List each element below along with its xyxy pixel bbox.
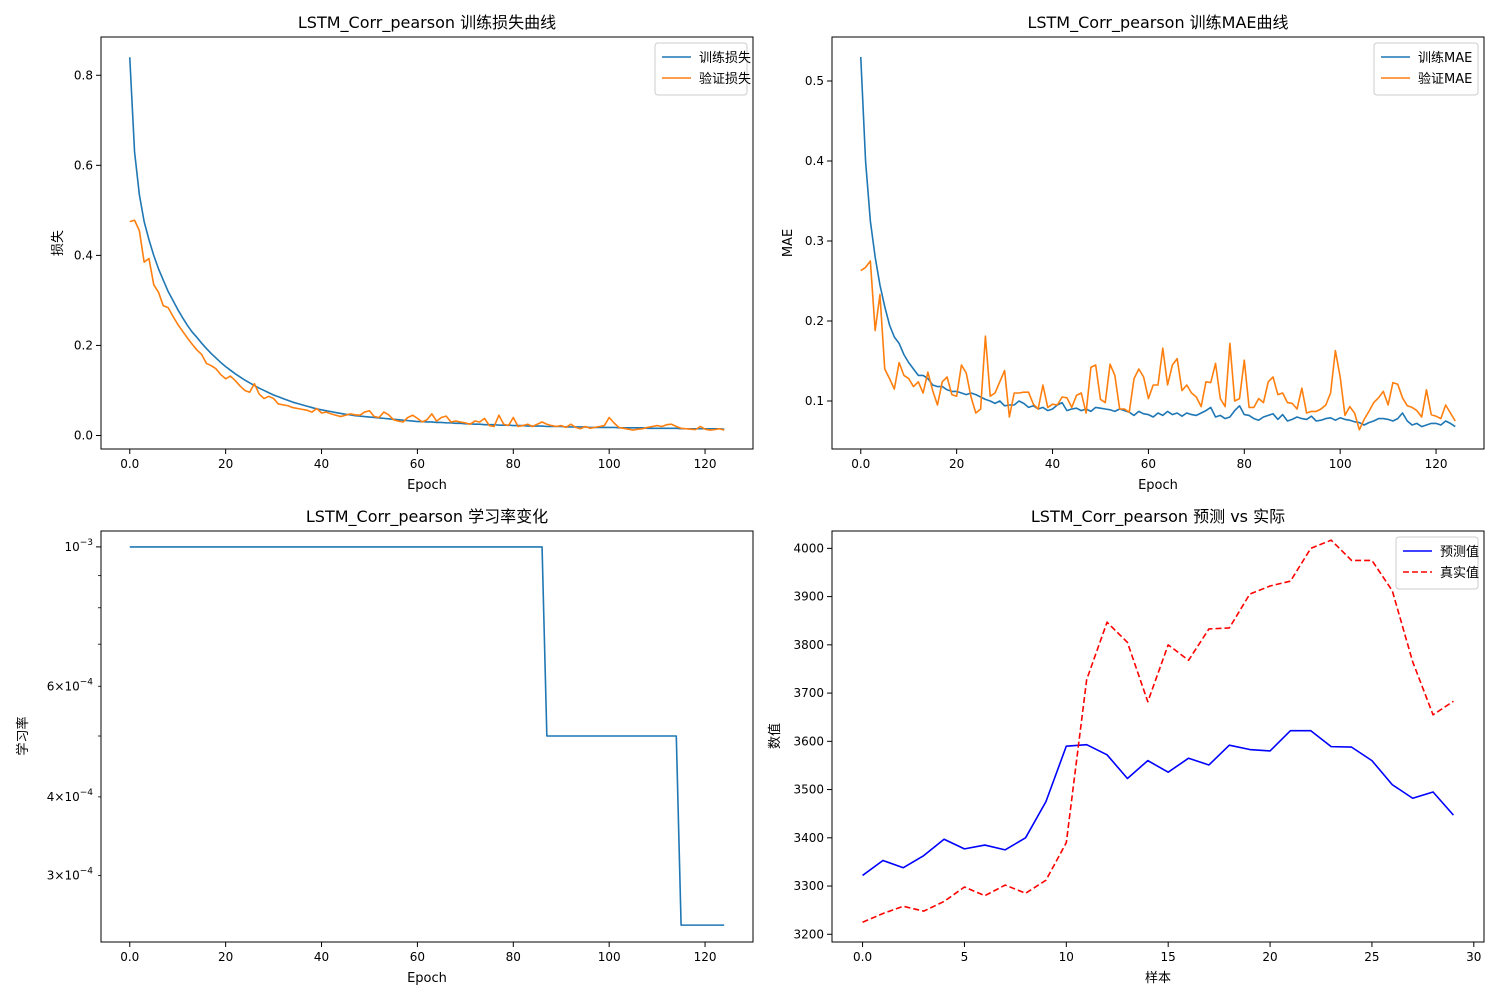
y-tick-label: 0.4 xyxy=(805,154,824,168)
series-line-2 xyxy=(862,539,1454,923)
x-tick-label: 40 xyxy=(314,950,329,964)
y-axis-label: 数值 xyxy=(767,723,783,749)
y-tick-label: 3400 xyxy=(793,831,824,845)
x-tick-label: 100 xyxy=(1329,457,1352,471)
chart-title: LSTM_Corr_pearson 训练损失曲线 xyxy=(298,13,556,33)
y-tick-label: 0.2 xyxy=(74,338,93,352)
x-tick-label: 100 xyxy=(598,457,621,471)
plot-frame xyxy=(831,36,1485,450)
x-tick-label: 0.0 xyxy=(120,950,139,964)
x-tick-label: 120 xyxy=(694,950,717,964)
series-group xyxy=(862,539,1455,923)
x-tick-label: 80 xyxy=(506,457,521,471)
y-tick-label: 3300 xyxy=(793,879,824,893)
x-tick-label: 0.0 xyxy=(853,950,872,964)
y-tick-label: 0.2 xyxy=(805,314,824,328)
y-tick-label: 4000 xyxy=(793,541,824,555)
x-tick-label: 0.0 xyxy=(120,457,139,471)
series-line-1 xyxy=(859,56,1456,428)
x-tick-label: 25 xyxy=(1364,950,1379,964)
x-tick-label: 60 xyxy=(410,457,425,471)
x-axis-label: Epoch xyxy=(407,971,447,986)
y-tick-label: 3700 xyxy=(793,686,824,700)
series-line-2 xyxy=(129,219,725,431)
y-axis-label: MAE xyxy=(781,229,796,257)
legend-label: 预测值 xyxy=(1440,544,1479,560)
x-tick-label: 60 xyxy=(1141,457,1156,471)
series-group xyxy=(128,57,725,431)
legend: 训练MAE 验证MAE xyxy=(1373,42,1479,96)
x-tick-label: 60 xyxy=(410,950,425,964)
plot-frame xyxy=(100,530,754,943)
legend-box xyxy=(1395,536,1479,590)
legend-label: 验证MAE xyxy=(1418,71,1472,87)
x-tick-label: 20 xyxy=(1262,950,1277,964)
x-tick-label: 120 xyxy=(694,457,717,471)
y-tick-label: 3600 xyxy=(793,734,824,748)
series-line-2 xyxy=(860,260,1456,431)
y-tick-label: 0.8 xyxy=(74,68,93,82)
plot-frame xyxy=(100,36,754,450)
y-tick-label: 0.6 xyxy=(74,158,93,172)
x-tick-label: 30 xyxy=(1466,950,1481,964)
x-axis-label: 样本 xyxy=(1145,971,1171,986)
series-group xyxy=(129,546,725,926)
x-tick-label: 0.0 xyxy=(851,457,870,471)
chart-title: LSTM_Corr_pearson 训练MAE曲线 xyxy=(1027,13,1288,33)
x-tick-label: 20 xyxy=(949,457,964,471)
plot-frame xyxy=(831,530,1485,943)
x-tick-label: 20 xyxy=(218,950,233,964)
x-tick-label: 5 xyxy=(961,950,969,964)
chart-title: LSTM_Corr_pearson 学习率变化 xyxy=(306,507,548,527)
legend-label: 训练损失 xyxy=(699,51,751,66)
legend-box xyxy=(1373,42,1479,96)
y-tick-label: 0.3 xyxy=(805,234,824,248)
y-tick-label: 0.0 xyxy=(74,428,93,442)
y-tick-label: 3500 xyxy=(793,783,824,797)
chart-training-loss: LSTM_Corr_pearson 训练损失曲线 Epoch 损失 0.0 20 4… xyxy=(51,13,754,493)
y-axis-label: 学习率 xyxy=(15,716,31,755)
chart-title: LSTM_Corr_pearson 预测 vs 实际 xyxy=(1031,507,1285,527)
x-tick-label: 20 xyxy=(218,457,233,471)
x-axis-label: Epoch xyxy=(1138,478,1178,493)
series-line-1 xyxy=(862,729,1455,877)
legend-label: 验证损失 xyxy=(699,71,751,87)
x-tick-label: 120 xyxy=(1425,457,1448,471)
x-tick-label: 80 xyxy=(1237,457,1252,471)
series-group xyxy=(859,56,1456,431)
y-tick-label: 0.4 xyxy=(74,248,93,262)
y-tick-label: 3900 xyxy=(793,590,824,604)
x-tick-label: 80 xyxy=(506,950,521,964)
x-tick-label: 40 xyxy=(1045,457,1060,471)
y-tick-label: 3800 xyxy=(793,638,824,652)
chart-prediction-vs-actual: LSTM_Corr_pearson 预测 vs 实际 样本 数值 0.0 5 10 1… xyxy=(767,507,1485,986)
y-tick-label: 3200 xyxy=(793,927,824,941)
y-axis-label: 损失 xyxy=(51,230,66,256)
series-line-1 xyxy=(129,546,725,926)
x-tick-label: 15 xyxy=(1161,950,1176,964)
legend-label: 训练MAE xyxy=(1418,51,1472,66)
y-tick-label: 0.1 xyxy=(805,394,824,408)
legend-label: 真实值 xyxy=(1440,565,1479,581)
x-tick-label: 40 xyxy=(314,457,329,471)
x-tick-label: 10 xyxy=(1059,950,1074,964)
y-tick-label: 0.5 xyxy=(805,74,824,88)
x-axis-label: Epoch xyxy=(407,478,447,493)
x-tick-label: 100 xyxy=(598,950,621,964)
legend-box xyxy=(654,42,748,96)
chart-training-mae: LSTM_Corr_pearson 训练MAE曲线 Epoch MAE 0.0 2… xyxy=(781,13,1485,493)
